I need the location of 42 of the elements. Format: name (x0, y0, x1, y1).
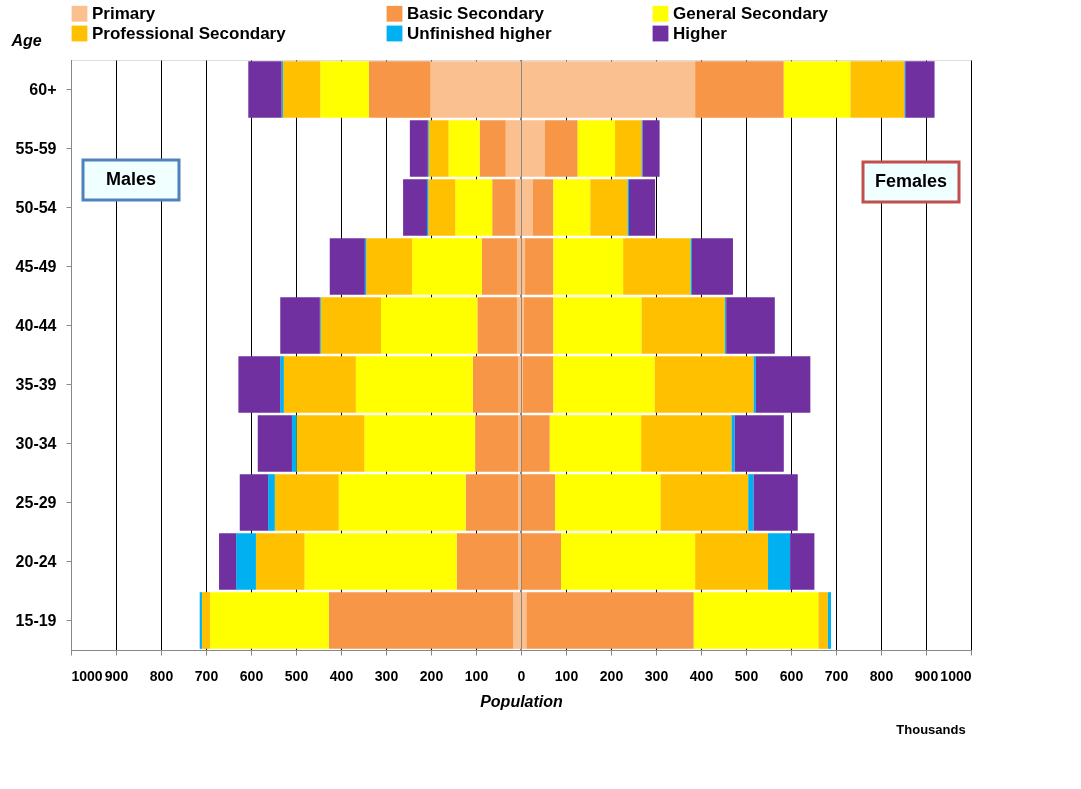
x-tick-label: 100 (554, 667, 579, 684)
x-tick-label: 500 (734, 667, 759, 684)
x-axis-title: Population (480, 692, 564, 710)
x-tick-label: 200 (599, 667, 624, 684)
y-tick-label: 45-49 (15, 257, 57, 275)
x-tick-label: 500 (284, 667, 309, 684)
x-tick-label: 700 (194, 667, 219, 684)
y-tick-label: 30-34 (15, 434, 57, 452)
y-tick-label: 25-29 (15, 493, 57, 511)
legend-label: Higher (673, 23, 728, 43)
x-tick-label: 400 (689, 667, 714, 684)
legend-label: Unfinished higher (407, 23, 552, 43)
x-tick-label: 900 (104, 667, 129, 684)
y-axis-title: Age (10, 31, 42, 49)
y-tick-label: 15-19 (15, 611, 57, 629)
x-tick-label: 300 (644, 667, 669, 684)
x-tick-label: 900 (914, 667, 939, 684)
x-tick-label: 200 (419, 667, 444, 684)
x-tick-label: 600 (779, 667, 804, 684)
y-tick-label: 20-24 (15, 552, 57, 570)
x-tick-label: 100 (464, 667, 489, 684)
x-tick-label: 300 (374, 667, 399, 684)
y-tick-label: 40-44 (15, 316, 57, 334)
legend-label: Basic Secondary (407, 3, 545, 23)
x-tick-label: 0 (517, 667, 526, 684)
x-tick-label: 1000 (940, 667, 972, 684)
y-tick-label: 60+ (29, 80, 57, 98)
text: Thousands (896, 722, 966, 737)
y-tick-label: 35-39 (15, 375, 57, 393)
x-tick-label: 400 (329, 667, 354, 684)
annotation: Males (105, 169, 157, 189)
x-tick-label: 700 (824, 667, 849, 684)
x-tick-label: 800 (869, 667, 894, 684)
x-tick-label: 600 (239, 667, 264, 684)
y-tick-label: 50-54 (15, 198, 57, 216)
x-tick-label: 1000 (71, 667, 103, 684)
x-tick-label: 800 (149, 667, 174, 684)
legend-label: Primary (92, 3, 156, 23)
legend-label: Professional Secondary (92, 23, 287, 43)
legend-label: General Secondary (673, 3, 829, 23)
y-tick-label: 55-59 (15, 139, 57, 157)
annotation: Females (874, 171, 948, 191)
